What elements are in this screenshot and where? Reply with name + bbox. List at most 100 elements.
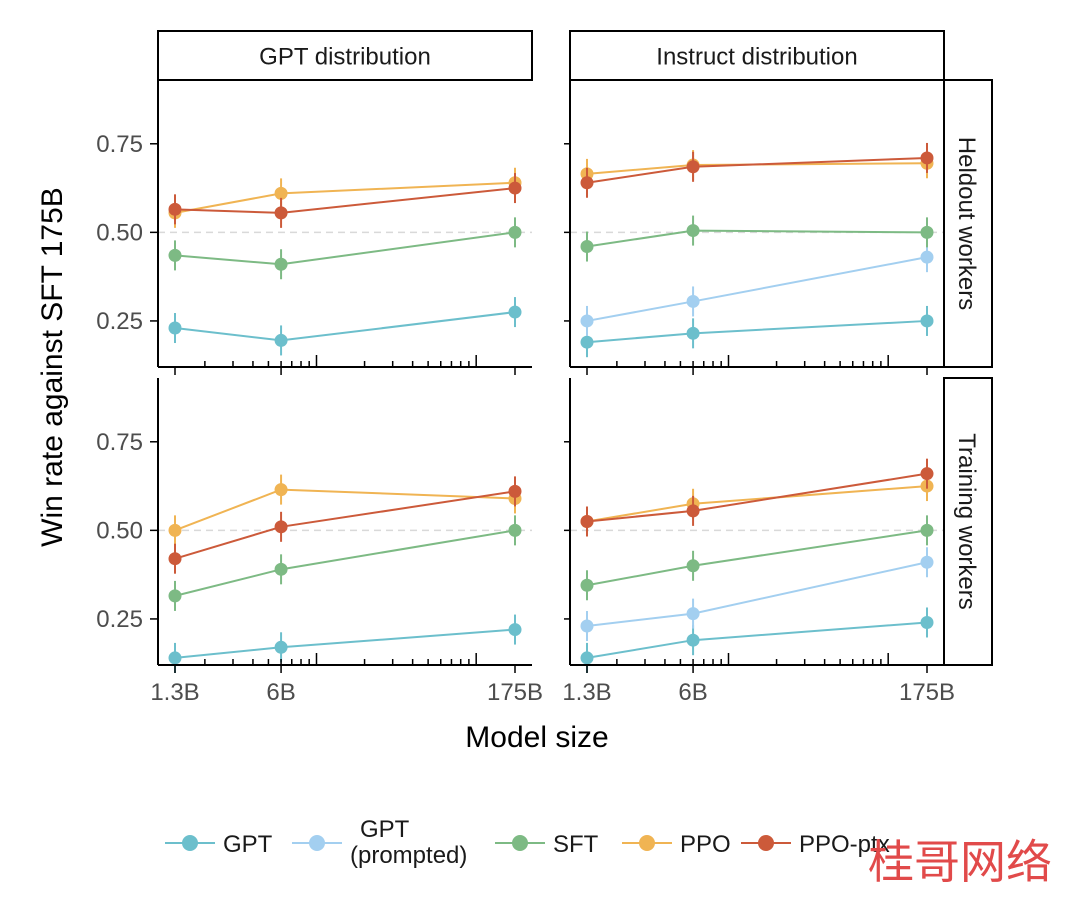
panel-gpt-distribution-training-workers (157, 378, 532, 673)
data-point (686, 633, 700, 647)
data-point (580, 335, 594, 349)
legend-label: SFT (553, 831, 599, 858)
x-tick-label: 1.3B (562, 679, 611, 706)
legend-item-gpt: GPT (165, 831, 273, 858)
series-line (586, 561, 928, 628)
data-point (686, 607, 700, 621)
data-point (920, 314, 934, 328)
series-gpt-prompted (580, 242, 934, 336)
y-tick-label: 0.75 (96, 131, 143, 158)
legend: GPT GPT (prompted) SFT PPO PPO-ptx (165, 816, 890, 869)
series-line (586, 621, 928, 659)
series-line (586, 472, 928, 523)
legend-swatch-dot (182, 835, 198, 851)
facet-strip-training-workers: Training workers (943, 377, 993, 666)
series-ppo-ptx (168, 173, 522, 228)
series-line (586, 256, 928, 322)
y-tick-label: 0.25 (96, 308, 143, 335)
data-point (580, 176, 594, 190)
series-gpt (168, 297, 522, 356)
data-point (580, 314, 594, 328)
series-sft (580, 515, 934, 601)
y-tick-label: 0.50 (96, 219, 143, 246)
data-point (920, 151, 934, 165)
series-line (174, 231, 516, 266)
panel-instruct-distribution-training-workers (569, 378, 944, 673)
series-ppo-ptx (580, 458, 934, 537)
data-point (508, 305, 522, 319)
x-tick-label: 6B (266, 679, 295, 706)
y-tick-label: 0.75 (96, 429, 143, 456)
data-point (168, 321, 182, 335)
legend-swatch-dot (758, 835, 774, 851)
data-point (274, 186, 288, 200)
series-sft (168, 515, 522, 611)
series-ppo (580, 148, 934, 189)
legend-item-ppo-ptx: PPO-ptx (741, 831, 890, 858)
series-line (586, 529, 928, 587)
series-line (174, 181, 516, 214)
facet-strip-gpt-distribution: GPT distribution (157, 30, 533, 81)
data-point (168, 651, 182, 665)
data-point (580, 578, 594, 592)
y-tick-label: 0.50 (96, 517, 143, 544)
series-ppo-ptx (168, 476, 522, 574)
series-line (174, 529, 516, 597)
panel-gpt-distribution-heldout-workers (157, 80, 532, 375)
facet-strip-label: Instruct distribution (656, 44, 857, 71)
series-line (174, 488, 516, 532)
series-ppo (168, 474, 522, 546)
data-point (920, 225, 934, 239)
facet-strip-label: Heldout workers (953, 137, 980, 310)
data-point (508, 225, 522, 239)
data-point (920, 523, 934, 537)
x-tick-label: 175B (487, 679, 543, 706)
series-gpt (580, 305, 934, 358)
legend-item-ppo: PPO (622, 831, 731, 858)
data-point (274, 333, 288, 347)
legend-item-gpt-prompted: GPT (prompted) (292, 816, 467, 869)
x-tick-label: 1.3B (150, 679, 199, 706)
legend-label: GPT (223, 831, 273, 858)
legend-swatch-dot (512, 835, 528, 851)
data-point (508, 523, 522, 537)
data-point (920, 615, 934, 629)
data-point (686, 224, 700, 238)
data-point (274, 206, 288, 220)
panel-instruct-distribution-heldout-workers (569, 80, 944, 375)
data-point (580, 651, 594, 665)
legend-swatch-dot (309, 835, 325, 851)
data-point (168, 589, 182, 603)
series-sft (168, 217, 522, 280)
data-point (920, 467, 934, 481)
legend-label: PPO (680, 831, 731, 858)
facet-strip-label: Training workers (953, 433, 980, 610)
series-gpt-prompted (580, 547, 934, 642)
series-gpt (580, 607, 934, 673)
data-point (168, 202, 182, 216)
y-tick-label: 0.25 (96, 606, 143, 633)
data-point (686, 326, 700, 340)
data-point (580, 515, 594, 528)
data-point (274, 520, 288, 534)
legend-swatch-dot (639, 835, 655, 851)
series-line (174, 628, 516, 659)
data-point (920, 555, 934, 569)
series-ppo-ptx (580, 142, 934, 198)
facet-strip-label: GPT distribution (259, 44, 431, 71)
facet-strip-heldout-workers: Heldout workers (943, 79, 993, 368)
watermark: 桂哥网络 (868, 835, 1052, 889)
y-axis-title: Win rate against SFT 175B (36, 187, 69, 547)
data-point (274, 640, 288, 654)
x-tick-label: 175B (899, 679, 955, 706)
data-point (508, 484, 522, 498)
data-point (686, 294, 700, 308)
series-sft (580, 215, 934, 262)
data-point (920, 250, 934, 264)
data-point (508, 181, 522, 195)
data-point (580, 619, 594, 633)
data-point (274, 483, 288, 497)
data-point (686, 504, 700, 518)
data-point (168, 523, 182, 537)
